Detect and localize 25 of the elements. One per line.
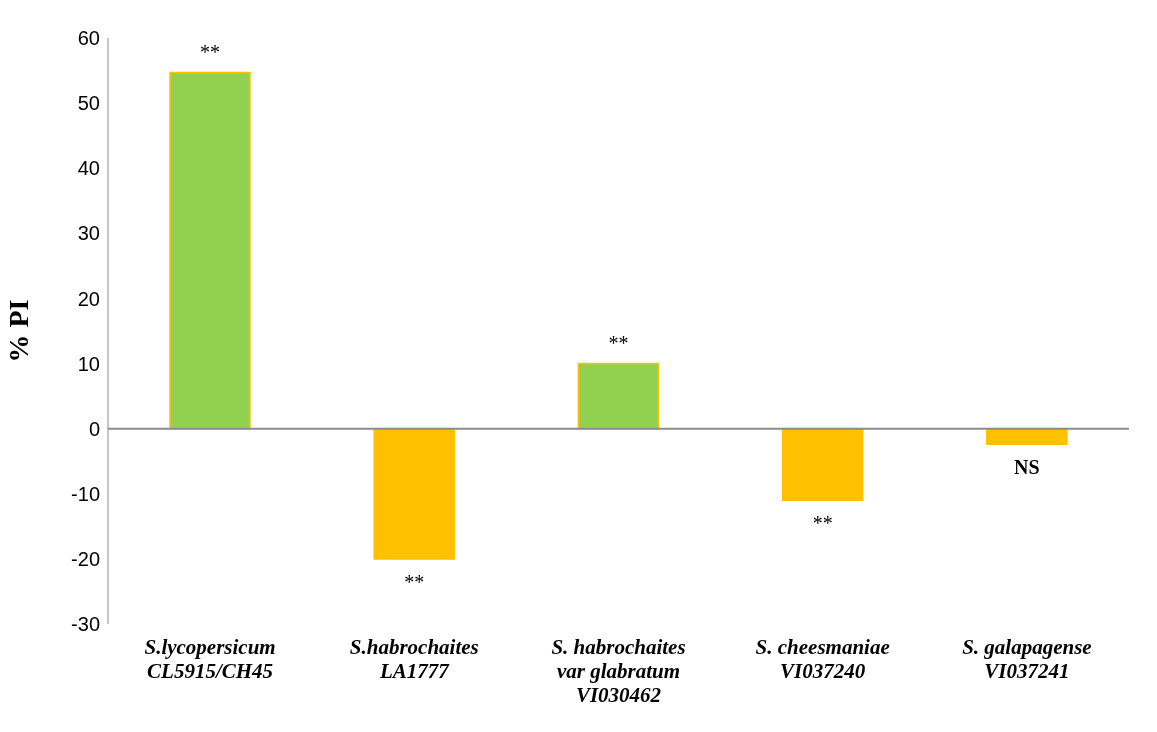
y-tick-label: 40 — [77, 157, 100, 180]
bar — [169, 71, 251, 430]
annotation: NS — [1014, 456, 1040, 479]
y-tick-label: -10 — [71, 482, 100, 505]
annotation: ** — [404, 570, 425, 593]
y-tick-label: 60 — [77, 27, 100, 50]
bar — [373, 427, 455, 560]
bar — [577, 362, 660, 430]
y-tick-label: 50 — [77, 92, 100, 115]
x-tick-label: S. cheesmaniae VI037240 — [755, 635, 890, 683]
x-tick-label: S. galapagense VI037241 — [962, 635, 1092, 683]
x-tick-label: S.habrochaites LA1777 — [349, 635, 479, 683]
y-tick-label: 20 — [77, 287, 100, 310]
annotation: ** — [812, 512, 833, 535]
y-tick-label: 30 — [77, 222, 100, 245]
y-tick-label: 0 — [88, 417, 100, 440]
y-tick-label: 10 — [77, 352, 100, 375]
y-axis-title: % PI — [2, 299, 34, 363]
x-tick-label: S.lycopersicum CL5915/CH45 — [144, 635, 276, 683]
y-tick-label: -30 — [71, 613, 100, 636]
bar — [781, 427, 864, 502]
x-tick-label: S. habrochaites var glabratum VI030462 — [551, 635, 686, 707]
y-tick-label: -20 — [71, 547, 100, 570]
annotation: ** — [200, 40, 221, 63]
annotation: ** — [608, 331, 629, 354]
